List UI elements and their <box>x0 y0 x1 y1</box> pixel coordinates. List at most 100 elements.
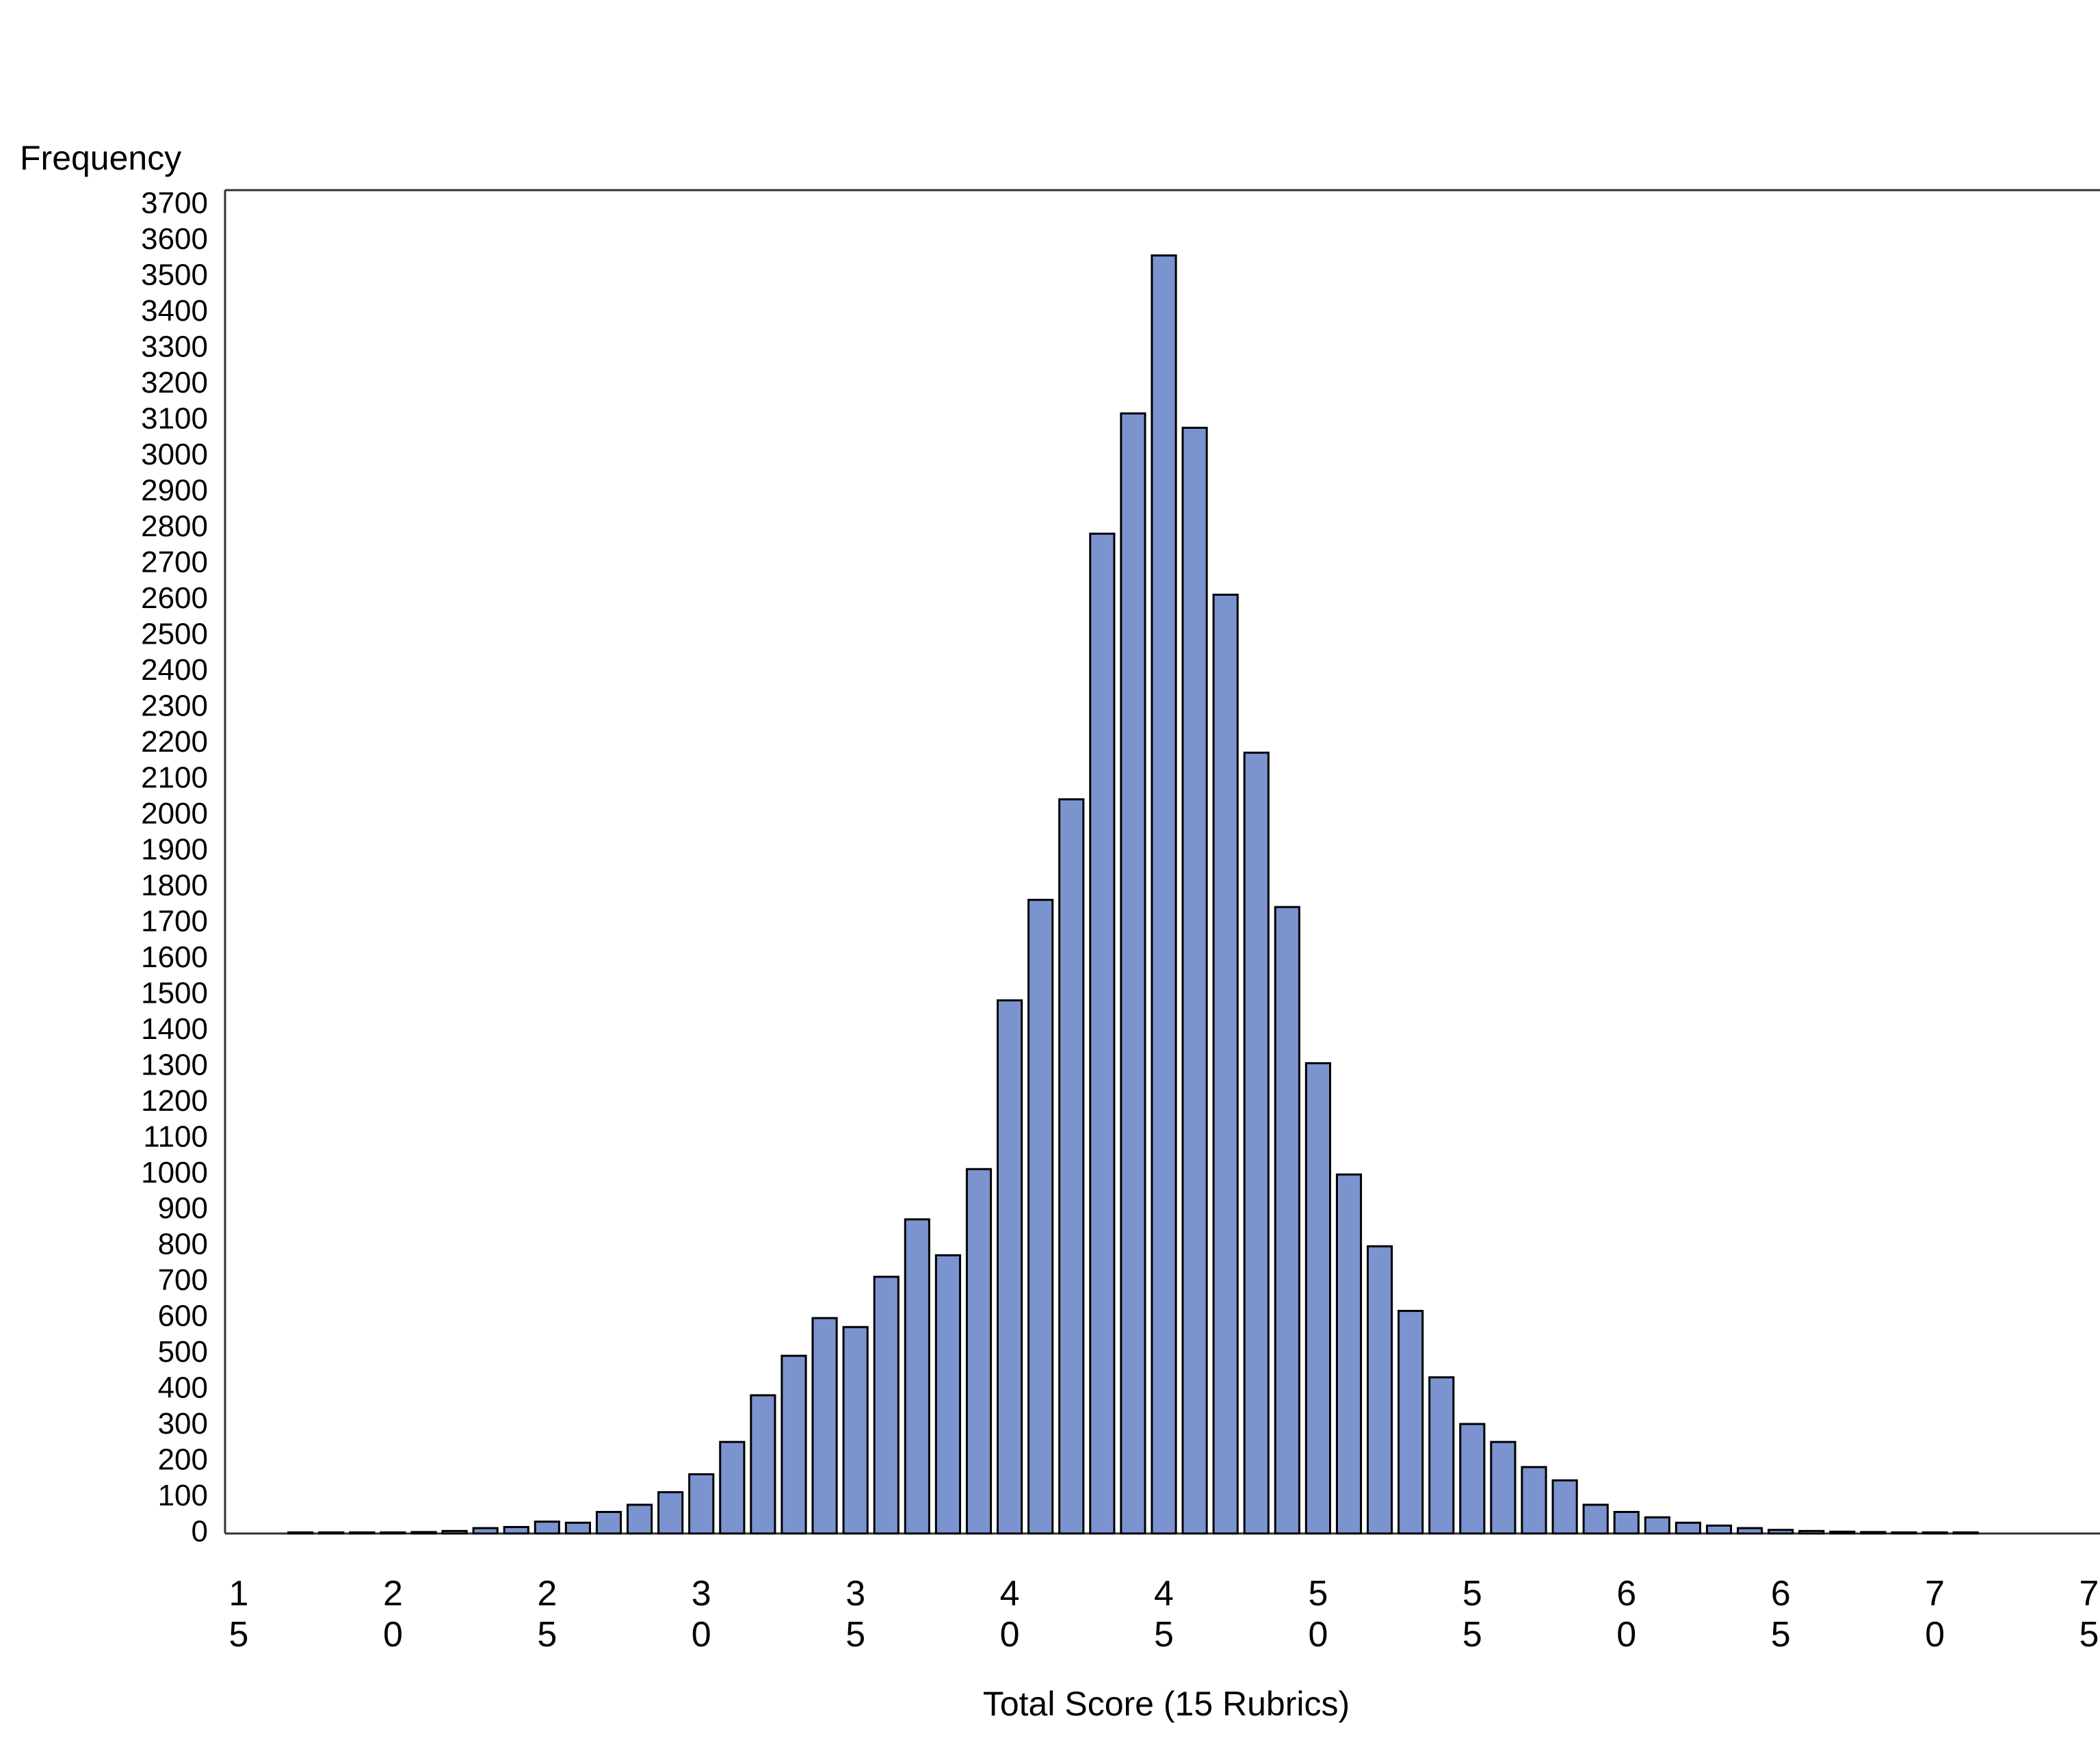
bar <box>318 1531 345 1535</box>
y-tick-label: 1000 <box>141 1156 208 1189</box>
y-tick-label: 3500 <box>141 259 208 292</box>
bar <box>1490 1440 1517 1535</box>
y-tick-label: 2900 <box>141 474 208 508</box>
bar <box>904 1218 930 1535</box>
bar <box>1891 1531 1917 1535</box>
y-tick-label: 1800 <box>141 869 208 902</box>
y-tick-label: 0 <box>192 1515 208 1549</box>
bar <box>1058 798 1085 1535</box>
y-tick-label: 500 <box>158 1335 208 1369</box>
bar <box>1335 1173 1363 1535</box>
y-tick-label: 2100 <box>141 761 208 794</box>
bar <box>1860 1531 1887 1535</box>
x-tick-label: 50 <box>1308 1574 1328 1655</box>
y-tick-label: 300 <box>158 1407 208 1440</box>
bar <box>811 1317 838 1535</box>
bar <box>965 1168 993 1535</box>
y-tick-label: 800 <box>158 1228 208 1261</box>
y-tick-label: 2500 <box>141 617 208 650</box>
bar <box>503 1526 529 1535</box>
y-tick-label: 3400 <box>141 294 208 328</box>
bar <box>997 999 1023 1535</box>
bar <box>627 1503 653 1535</box>
y-tick-label: 3000 <box>141 438 208 471</box>
bar <box>1151 254 1177 1535</box>
y-tick-label: 3100 <box>141 402 208 436</box>
y-tick-label: 1200 <box>141 1084 208 1118</box>
bar <box>1243 751 1270 1535</box>
x-tick-label: 75 <box>2079 1574 2099 1655</box>
bar <box>1613 1511 1640 1535</box>
bar <box>534 1520 560 1535</box>
bar <box>472 1527 499 1535</box>
y-tick-label: 900 <box>158 1192 208 1225</box>
x-tick-label: 65 <box>1770 1574 1791 1655</box>
y-tick-label: 700 <box>158 1263 208 1297</box>
bar <box>1675 1521 1701 1535</box>
bar <box>1212 593 1239 1535</box>
x-tick-label: 45 <box>1154 1574 1174 1655</box>
bar <box>1459 1423 1486 1535</box>
y-tick-label: 3200 <box>141 366 208 399</box>
y-tick-label: 3700 <box>141 187 208 220</box>
bar <box>1274 906 1300 1535</box>
x-tick-label: 70 <box>1925 1574 1945 1655</box>
y-tick-label: 2600 <box>141 581 208 615</box>
y-tick-label: 3600 <box>141 222 208 256</box>
y-tick-label: 1500 <box>141 976 208 1010</box>
y-axis-label: Frequency <box>20 139 182 177</box>
y-tick-label: 600 <box>158 1300 208 1333</box>
y-tick-label: 400 <box>158 1371 208 1405</box>
y-tick-label: 100 <box>158 1479 208 1512</box>
bar <box>1120 412 1146 1535</box>
bar <box>1428 1376 1455 1535</box>
y-tick-label: 2200 <box>141 725 208 759</box>
y-tick-label: 1400 <box>141 1012 208 1046</box>
y-tick-label: 2300 <box>141 689 208 722</box>
bar <box>287 1531 314 1535</box>
bar <box>595 1511 622 1535</box>
x-tick-label: 55 <box>1462 1574 1482 1655</box>
bar <box>1768 1529 1794 1535</box>
bar <box>1644 1516 1670 1535</box>
y-tick-label: 2700 <box>141 545 208 579</box>
x-tick-label: 15 <box>228 1574 249 1655</box>
bar <box>1952 1531 1979 1535</box>
y-tick-label: 2800 <box>141 510 208 543</box>
bar <box>934 1254 961 1535</box>
bar <box>1521 1466 1547 1535</box>
bar <box>380 1531 406 1535</box>
y-tick-label: 1600 <box>141 940 208 974</box>
bar <box>719 1440 746 1535</box>
x-tick-label: 60 <box>1616 1574 1637 1655</box>
bar <box>780 1354 807 1535</box>
bar <box>1705 1524 1733 1535</box>
bar <box>1397 1310 1424 1535</box>
y-tick-label: 3300 <box>141 330 208 364</box>
bar <box>564 1521 591 1535</box>
x-tick-label: 25 <box>537 1574 557 1655</box>
bar <box>1089 532 1116 1535</box>
bar <box>441 1529 468 1535</box>
y-tick-label: 2000 <box>141 797 208 830</box>
bar <box>1551 1479 1578 1535</box>
bar <box>1798 1529 1825 1535</box>
y-tick-label: 1100 <box>143 1120 208 1153</box>
x-tick-label: 35 <box>845 1574 866 1655</box>
bar <box>1921 1531 1948 1535</box>
bar <box>1829 1530 1856 1535</box>
y-tick-label: 200 <box>158 1443 208 1477</box>
bar <box>1582 1503 1609 1535</box>
y-tick-label: 1700 <box>141 904 208 938</box>
bar <box>873 1276 900 1535</box>
bar <box>688 1473 715 1535</box>
bar <box>1027 899 1054 1535</box>
bar <box>1304 1062 1331 1535</box>
bar <box>1367 1245 1393 1535</box>
bar <box>657 1491 684 1535</box>
bar <box>750 1394 776 1535</box>
y-tick-label: 1900 <box>141 832 208 866</box>
x-tick-label: 20 <box>382 1574 403 1655</box>
